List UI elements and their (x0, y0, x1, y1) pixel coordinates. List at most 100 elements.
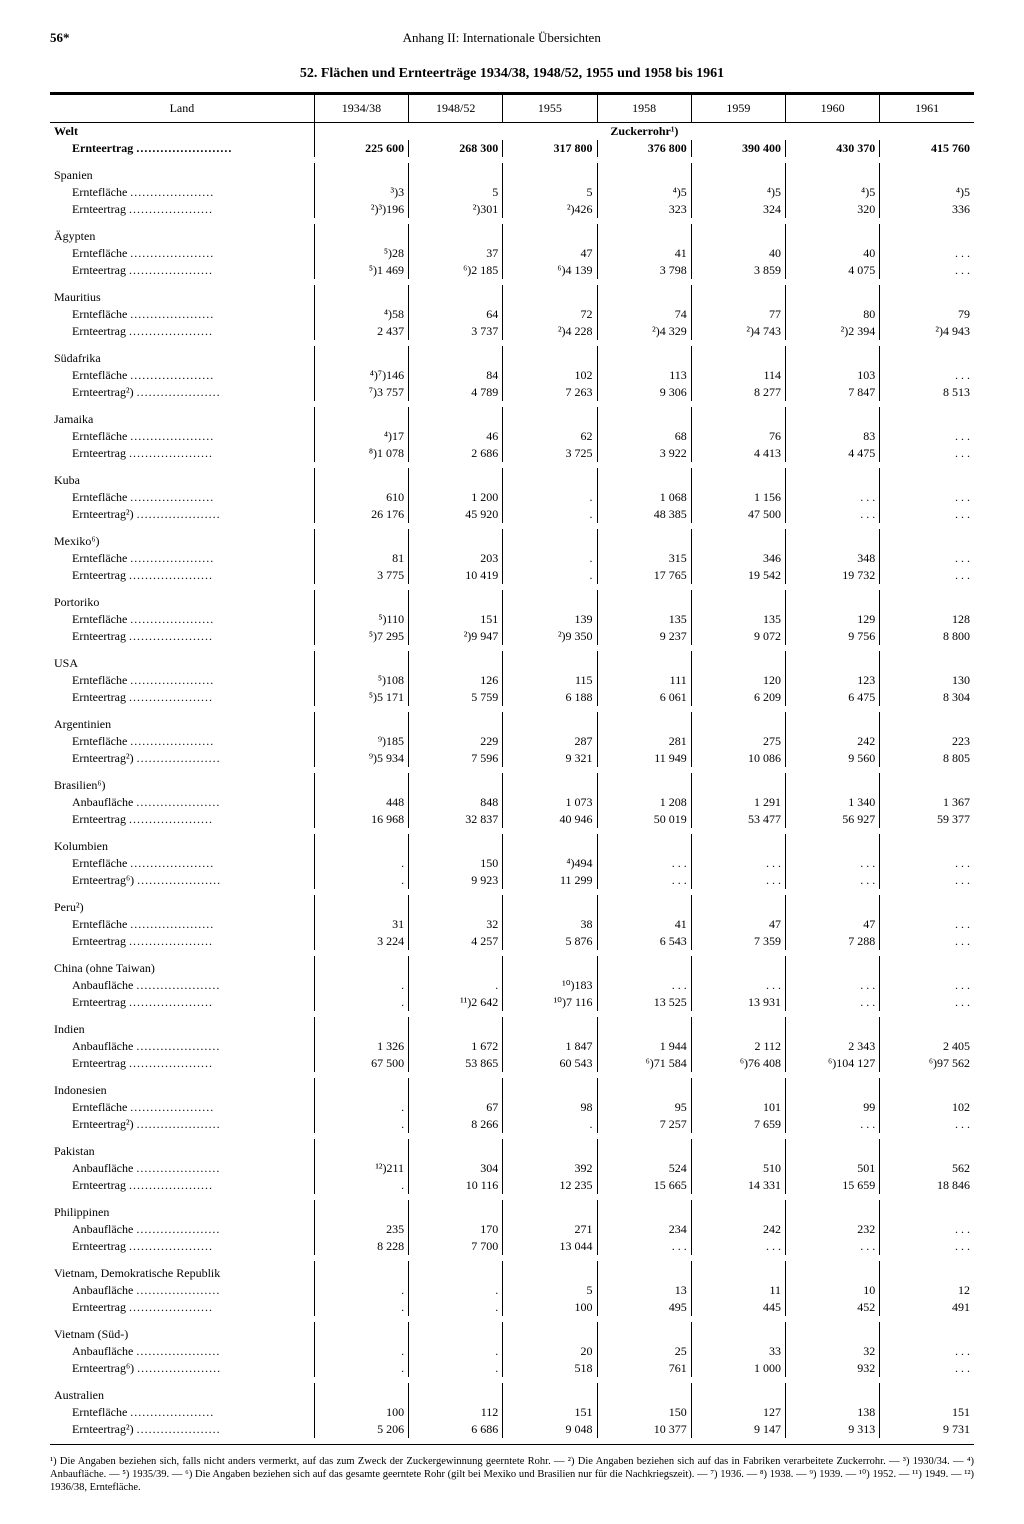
value-cell: 445 (691, 1299, 785, 1316)
col-year: 1960 (786, 94, 880, 123)
value-cell: 7 288 (786, 933, 880, 950)
value-cell: . . . (880, 506, 974, 523)
value-cell: ⁵)108 (314, 672, 408, 689)
value-cell: ⁷)3 757 (314, 384, 408, 401)
value-cell (597, 956, 691, 977)
value-cell: 315 (597, 550, 691, 567)
value-cell (409, 346, 503, 367)
value-cell (409, 163, 503, 184)
value-cell (786, 407, 880, 428)
land-cell: Ernteertrag⁶) ..................... (50, 1360, 314, 1377)
value-cell (597, 163, 691, 184)
value-cell: 98 (503, 1099, 597, 1116)
land-cell: Ernteertrag ..................... (50, 689, 314, 706)
value-cell (503, 773, 597, 794)
value-cell: 74 (597, 306, 691, 323)
value-cell: 12 (880, 1282, 974, 1299)
value-cell: 4 257 (409, 933, 503, 950)
land-cell: Australien (50, 1383, 314, 1404)
value-cell (880, 1200, 974, 1221)
value-cell (409, 224, 503, 245)
value-cell (691, 529, 785, 550)
land-cell: Erntefläche ..................... (50, 550, 314, 567)
value-cell (503, 529, 597, 550)
value-cell: 203 (409, 550, 503, 567)
value-cell (503, 346, 597, 367)
land-cell: Vietnam (Süd-) (50, 1322, 314, 1343)
land-cell: Anbaufläche ..................... (50, 794, 314, 811)
value-cell: ⁸)1 078 (314, 445, 408, 462)
value-cell: 151 (409, 611, 503, 628)
value-cell: 100 (503, 1299, 597, 1316)
value-cell: 287 (503, 733, 597, 750)
value-cell: 46 (409, 428, 503, 445)
value-cell: . . . (880, 916, 974, 933)
value-cell: . . . (880, 428, 974, 445)
value-cell (409, 1261, 503, 1282)
value-cell: 10 419 (409, 567, 503, 584)
value-cell (597, 651, 691, 672)
value-cell (503, 1383, 597, 1404)
value-cell (503, 1139, 597, 1160)
land-cell: Mauritius (50, 285, 314, 306)
value-cell (314, 1017, 408, 1038)
col-year: 1958 (597, 94, 691, 123)
value-cell: . (503, 1116, 597, 1133)
value-cell: 41 (597, 245, 691, 262)
value-cell: 16 968 (314, 811, 408, 828)
value-cell: . . . (880, 245, 974, 262)
value-cell (786, 346, 880, 367)
value-cell: 13 (597, 1282, 691, 1299)
value-cell (880, 529, 974, 550)
value-cell: 5 876 (503, 933, 597, 950)
value-cell: ⁶)76 408 (691, 1055, 785, 1072)
value-cell: . . . (691, 872, 785, 889)
value-cell: 7 596 (409, 750, 503, 767)
data-table: Land1934/381948/5219551958195919601961 W… (50, 93, 974, 1444)
value-cell: 3 224 (314, 933, 408, 950)
value-cell: 8 805 (880, 750, 974, 767)
value-cell: 4 075 (786, 262, 880, 279)
value-cell (880, 224, 974, 245)
value-cell (880, 712, 974, 733)
value-cell: ³)3 (314, 184, 408, 201)
value-cell: 1 156 (691, 489, 785, 506)
value-cell: . . . (597, 872, 691, 889)
value-cell (880, 590, 974, 611)
value-cell: 491 (880, 1299, 974, 1316)
value-cell: 50 019 (597, 811, 691, 828)
land-cell: Brasilien⁶) (50, 773, 314, 794)
value-cell: ¹²)211 (314, 1160, 408, 1177)
value-cell: 932 (786, 1360, 880, 1377)
value-cell: 10 377 (597, 1421, 691, 1438)
value-cell: ⁴)17 (314, 428, 408, 445)
value-cell (597, 895, 691, 916)
land-cell: Anbaufläche ..................... (50, 1038, 314, 1055)
value-cell: 4 413 (691, 445, 785, 462)
value-cell: . (409, 1282, 503, 1299)
value-cell (503, 163, 597, 184)
land-cell: Erntefläche ..................... (50, 916, 314, 933)
land-cell: Ernteertrag ..................... (50, 933, 314, 950)
value-cell: . . . (691, 1238, 785, 1255)
value-cell: 83 (786, 428, 880, 445)
value-cell: . (409, 1343, 503, 1360)
value-cell: 127 (691, 1404, 785, 1421)
value-cell: 10 086 (691, 750, 785, 767)
value-cell (503, 895, 597, 916)
value-cell: 113 (597, 367, 691, 384)
value-cell: 45 920 (409, 506, 503, 523)
value-cell: 524 (597, 1160, 691, 1177)
value-cell: 79 (880, 306, 974, 323)
value-cell: . . . (880, 445, 974, 462)
value-cell: 37 (409, 245, 503, 262)
value-cell: . . . (880, 550, 974, 567)
value-cell (786, 529, 880, 550)
value-cell: 5 759 (409, 689, 503, 706)
value-cell: 346 (691, 550, 785, 567)
value-cell: . . . (597, 977, 691, 994)
value-cell: 1 208 (597, 794, 691, 811)
value-cell: 67 500 (314, 1055, 408, 1072)
value-cell (786, 1017, 880, 1038)
land-cell: Erntefläche ..................... (50, 672, 314, 689)
